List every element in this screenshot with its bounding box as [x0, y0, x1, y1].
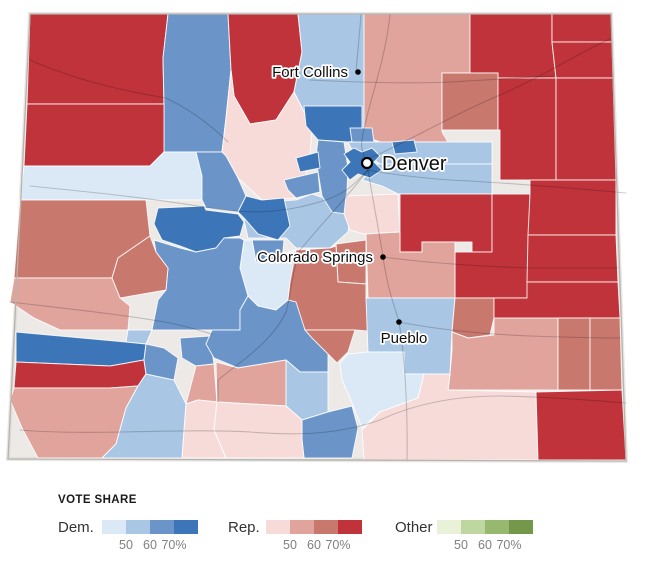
county-sedgwick[interactable]: [551, 13, 613, 43]
legend-tick-dem-60: 60: [143, 538, 157, 552]
county-baca[interactable]: [535, 389, 627, 461]
legend-tick-other-50: 50: [454, 538, 468, 552]
legend-swatch-rep-1: [266, 520, 290, 534]
county-custer[interactable]: [304, 329, 356, 364]
legend-tick-other-70: 70%: [496, 538, 522, 552]
highway-line-5: [19, 395, 627, 435]
legend-swatch-other-1: [437, 520, 461, 534]
county-logan[interactable]: [469, 13, 557, 79]
highway-line-8: [309, 75, 554, 84]
legend-tick-dem-50: 50: [119, 538, 133, 552]
legend-swatch-dem-1: [102, 520, 126, 534]
legend-tick-other-60: 60: [478, 538, 492, 552]
legend-label-other: Other: [395, 519, 433, 536]
legend-swatch-dem-4: [174, 520, 198, 534]
county-rio-blanco[interactable]: [23, 103, 165, 167]
county-washington[interactable]: [497, 77, 557, 181]
county-douglas[interactable]: [343, 193, 401, 235]
legend-scale-rep: 50 60 70%: [266, 520, 362, 552]
highway-line-3: [29, 59, 229, 143]
county-san-juan[interactable]: [143, 343, 179, 381]
county-rio-grande[interactable]: [215, 359, 287, 407]
state-border: [7, 13, 627, 462]
highway-line-10: [398, 321, 621, 339]
colorado-county-map: Fort Collins Denver Colorado Springs Pueblo: [5, 12, 629, 464]
legend-swatch-other-2: [461, 520, 485, 534]
legend-swatch-other-4: [509, 520, 533, 534]
county-prowers[interactable]: [589, 317, 623, 391]
county-phillips[interactable]: [551, 41, 614, 79]
legend-tick-rep-70: 70%: [325, 538, 351, 552]
county-gilpin[interactable]: [295, 151, 321, 173]
county-kiowa[interactable]: [493, 281, 621, 319]
vote-share-legend: VOTE SHARE Dem. 50 60 70% Rep. 50 60 70% Other 50…: [0, 478, 650, 562]
legend-groups: Dem. 50 60 70% Rep. 50 60 70% Other 50 60 70%: [0, 518, 650, 562]
city-label-colorado-springs: Colorado Springs: [257, 249, 373, 266]
legend-swatch-rep-3: [314, 520, 338, 534]
highway-line-7: [355, 13, 362, 73]
highway-line-0: [361, 13, 408, 462]
county-bent[interactable]: [557, 317, 591, 391]
county-conejos[interactable]: [213, 401, 305, 459]
city-label-denver: Denver: [382, 153, 447, 175]
highway-line-6: [217, 169, 369, 403]
county-yuma[interactable]: [555, 77, 617, 181]
highway-line-4: [9, 301, 213, 335]
city-label-pueblo: Pueblo: [381, 330, 428, 347]
city-marker-pueblo: [396, 319, 402, 325]
legend-label-rep: Rep.: [228, 519, 260, 536]
county-delta[interactable]: [111, 235, 169, 299]
legend-swatch-rep-4: [338, 520, 362, 534]
highway-line-2: [369, 37, 613, 159]
highway-line-1: [29, 169, 627, 213]
county-moffat[interactable]: [26, 13, 169, 105]
legend-swatch-dem-2: [126, 520, 150, 534]
highway-line-9: [382, 256, 619, 269]
city-marker-colorado-springs: [380, 254, 386, 260]
legend-label-dem: Dem.: [58, 519, 94, 536]
legend-swatch-other-3: [485, 520, 509, 534]
legend-tick-dem-70: 70%: [161, 538, 187, 552]
county-routt[interactable]: [162, 13, 232, 153]
legend-swatch-rep-2: [290, 520, 314, 534]
legend-swatch-dem-3: [150, 520, 174, 534]
city-marker-fort-collins: [355, 69, 361, 75]
legend-tick-rep-50: 50: [283, 538, 297, 552]
city-marker-denver: [360, 156, 374, 170]
legend-title: VOTE SHARE: [58, 494, 137, 506]
county-clear-creek[interactable]: [283, 171, 321, 199]
county-cheyenne[interactable]: [526, 234, 619, 283]
city-label-fort-collins: Fort Collins: [272, 64, 348, 81]
legend-scale-other: 50 60 70%: [437, 520, 533, 552]
legend-scale-dem: 50 60 70%: [102, 520, 198, 552]
legend-tick-rep-60: 60: [307, 538, 321, 552]
